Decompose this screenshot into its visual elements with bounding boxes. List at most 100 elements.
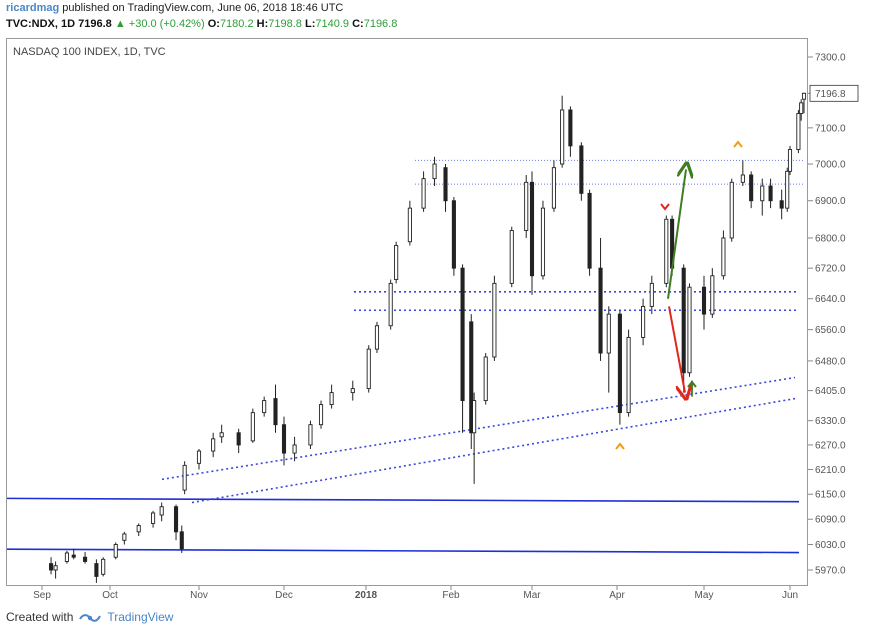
trend-channel-lower (191, 397, 796, 504)
candle-up (421, 178, 426, 209)
candle-down (460, 267, 465, 402)
last-price-label: 7196.8 (815, 89, 846, 100)
candle-up (649, 282, 654, 307)
red-down-arrow (668, 306, 685, 392)
support-line-upper (6, 497, 800, 503)
y-tick-label: 6900.0 (815, 196, 846, 207)
green-up-marker-icon (687, 380, 697, 388)
candle-up (664, 218, 669, 284)
candle-up (394, 245, 399, 281)
y-tick-label: 6210.0 (815, 465, 846, 476)
price-change: +30.0 (+0.42%) (128, 18, 205, 30)
candle-down (617, 313, 622, 414)
x-tick-label: Jun (782, 590, 798, 601)
candle-down (681, 267, 686, 374)
orange-up-marker-icon (733, 140, 743, 148)
candle-up (136, 525, 141, 533)
candle-up (182, 464, 187, 491)
publisher-name[interactable]: ricardmag (6, 2, 60, 14)
candle-up (710, 275, 715, 315)
candle-down (469, 321, 474, 434)
y-tick-label: 5970.0 (815, 566, 846, 577)
candle-down (451, 200, 456, 269)
candle-down (94, 563, 99, 577)
candle-up (374, 325, 380, 350)
y-tick-label: 6720.0 (815, 264, 846, 275)
candle-up (729, 181, 734, 239)
y-tick-label: 6405.0 (815, 386, 846, 397)
footer: Created with TradingView (6, 610, 173, 624)
candle-up (606, 313, 611, 354)
candle-up (740, 174, 745, 183)
candle-up (540, 207, 546, 277)
close-label: C: (352, 18, 364, 30)
open-label: O: (207, 18, 220, 30)
x-tick-label: Sep (33, 590, 51, 601)
candle-up (292, 444, 297, 454)
y-tick-label: 6480.0 (815, 356, 846, 367)
y-tick-label: 6560.0 (815, 325, 846, 336)
chart-title: NASDAQ 100 INDEX, 1D, TVC (13, 46, 166, 58)
low-value: 7140.9 (315, 18, 350, 30)
candle-up (122, 533, 127, 541)
candle-up (350, 388, 355, 394)
candle-down (587, 192, 592, 269)
candle-up (64, 552, 69, 562)
y-tick-label: 6330.0 (815, 416, 846, 427)
candle-up (329, 392, 334, 406)
up-triangle-icon: ▲ (114, 18, 126, 30)
trend-channel-upper (161, 376, 796, 481)
x-tick-label: May (695, 590, 714, 601)
candle-down (568, 109, 573, 147)
published-text: published on TradingView.com, June 06, 2… (62, 2, 344, 14)
candle-down (779, 200, 784, 209)
y-tick-label: 6150.0 (815, 490, 846, 501)
tradingview-link[interactable]: TradingView (107, 610, 174, 624)
price-axis[interactable] (808, 38, 874, 586)
close-value: 7196.8 (363, 18, 398, 30)
chart-pane[interactable] (6, 38, 808, 586)
candle-up (760, 185, 765, 202)
y-tick-label: 7300.0 (815, 53, 846, 64)
x-tick-label: Mar (523, 590, 541, 601)
candle-up (787, 149, 793, 172)
candle-down (579, 145, 584, 194)
candle-down (273, 398, 278, 426)
red-down-marker-icon (660, 203, 670, 211)
x-tick-label: Nov (190, 590, 208, 601)
candle-up (509, 230, 514, 284)
candle-down (768, 185, 773, 202)
created-with-text: Created with (6, 610, 74, 624)
candle-up (492, 282, 497, 358)
last-price: 7196.8 (78, 18, 112, 30)
candle-down (71, 554, 76, 558)
tradingview-logo-icon (79, 614, 102, 622)
candle-up (407, 207, 412, 243)
candle-up (432, 163, 437, 180)
candle-up (113, 544, 118, 558)
candle-up (785, 170, 790, 209)
candle-down (701, 286, 707, 315)
candle-down (49, 563, 54, 571)
candle-up (262, 400, 267, 414)
candle-up (388, 282, 393, 327)
candle-up (560, 109, 565, 165)
high-label: H: (256, 18, 269, 30)
y-tick-label: 6800.0 (815, 233, 846, 244)
open-value: 7180.2 (219, 18, 254, 30)
candle-up (799, 102, 804, 114)
x-tick-label: Oct (102, 590, 118, 601)
candle-down (236, 432, 241, 446)
candle-up (483, 356, 488, 402)
candle-down (281, 424, 287, 454)
candle-up (687, 286, 692, 374)
candle-down (529, 181, 535, 277)
y-tick-label: 7100.0 (815, 123, 846, 134)
candle-up (219, 432, 224, 438)
last-price-tag (809, 84, 859, 102)
publish-info: ricardmag published on TradingView.com, … (6, 2, 343, 14)
x-tick-label: Apr (609, 590, 625, 601)
candle-up (250, 412, 255, 442)
candle-up (721, 237, 726, 277)
